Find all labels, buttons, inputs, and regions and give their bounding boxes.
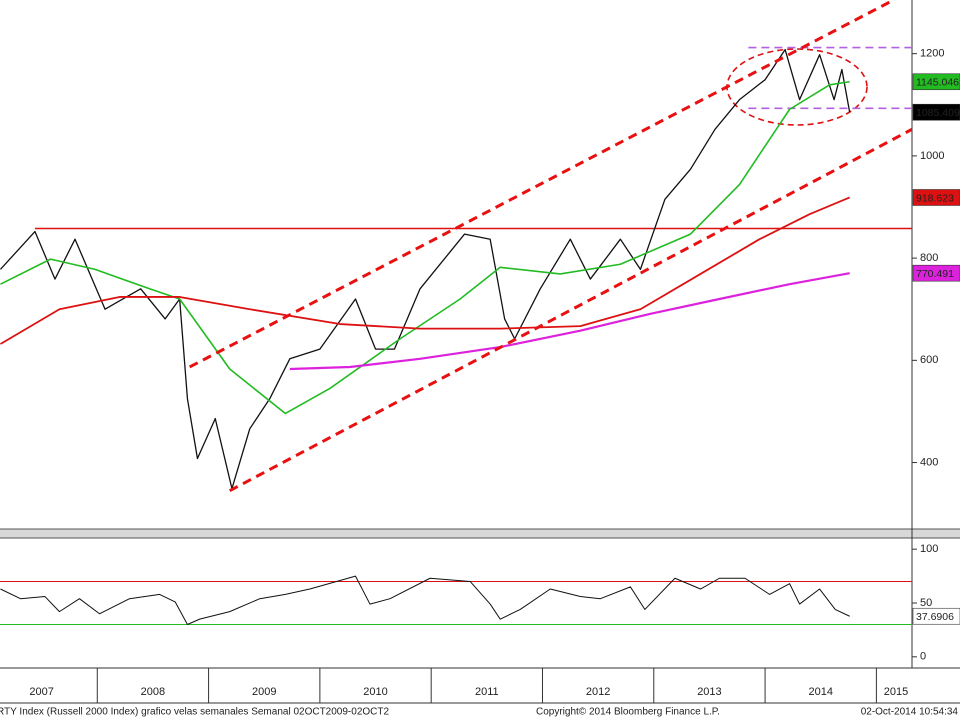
footer-middle: Copyright© 2014 Bloomberg Finance L.P. <box>536 707 720 718</box>
x-tick-label: 2007 <box>29 686 53 698</box>
series-line <box>289 272 850 371</box>
footer-left: RTY Index (Russell 2000 Index) grafico v… <box>0 707 389 718</box>
x-tick-label: 2011 <box>475 686 499 698</box>
panel-separator <box>0 529 960 538</box>
x-tick-label: 2010 <box>363 686 387 698</box>
last-value-tag <box>912 73 960 91</box>
last-value-label: 918.623 <box>916 192 954 204</box>
last-value-tag <box>912 103 960 121</box>
y-tick-label: 50 <box>920 597 932 609</box>
last-value-label: 1085.409 <box>916 107 960 119</box>
y-tick-label: 100 <box>920 543 938 555</box>
x-tick-label: 2013 <box>697 686 721 698</box>
series-line <box>0 48 851 490</box>
trend-line <box>188 0 891 369</box>
trend-line <box>229 127 912 492</box>
y-tick-label: 1200 <box>920 48 944 60</box>
x-tick-label: 2009 <box>252 686 276 698</box>
y-tick-label: 1000 <box>920 150 944 162</box>
last-value-tag <box>912 189 960 206</box>
last-value-label: 37.6906 <box>916 611 954 623</box>
last-value-label: 1145.046 <box>916 77 959 89</box>
x-tick-label: 2015 <box>884 686 908 698</box>
series-line <box>0 80 850 415</box>
y-tick-label: 400 <box>920 456 938 468</box>
footer-right: 02-Oct-2014 10:54:34 <box>861 707 959 718</box>
x-tick-label: 2012 <box>586 686 610 698</box>
last-value-label: 770.491 <box>916 268 954 280</box>
x-tick-label: 2014 <box>808 686 832 698</box>
y-tick-label: 0 <box>920 651 926 663</box>
y-tick-label: 800 <box>920 252 938 264</box>
series-line <box>0 196 851 345</box>
x-tick-label: 2008 <box>141 686 165 698</box>
y-tick-label: 600 <box>920 354 938 366</box>
plot-area <box>0 0 912 703</box>
last-value-tag <box>912 607 960 625</box>
series-line <box>0 575 850 626</box>
last-value-tag <box>912 264 960 282</box>
